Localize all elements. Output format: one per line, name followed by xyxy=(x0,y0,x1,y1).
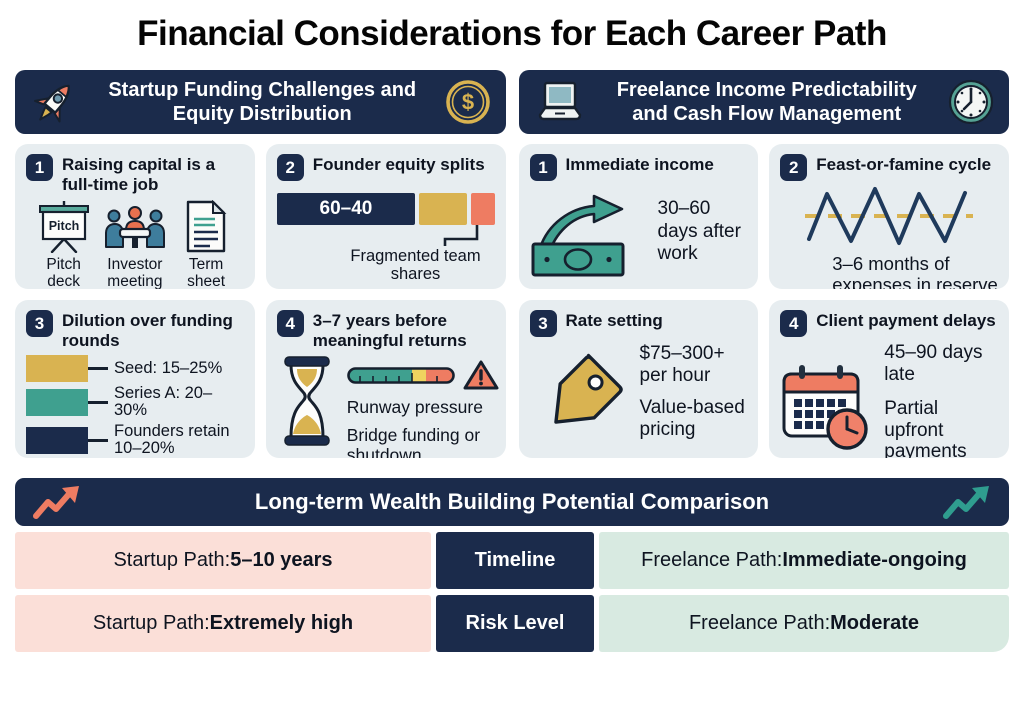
pitch-board-text: Pitch xyxy=(48,219,79,233)
investor-meeting-item: Investor meeting xyxy=(99,199,170,289)
card-note: Runway pressure xyxy=(346,397,483,418)
card-immediate-income: 1 Immediate income 30–60 days after wor xyxy=(518,144,759,289)
investor-meeting-icon xyxy=(99,199,170,253)
number-badge: 3 xyxy=(529,310,557,337)
card-title: Immediate income xyxy=(565,155,714,174)
dollar-coin-icon: $ xyxy=(444,78,492,126)
card-feast-famine: 2 Feast-or-famine cycle 3–6 months of ex… xyxy=(769,144,1009,289)
card-note: Bridge funding or shutdown xyxy=(346,425,481,458)
comparison-row-timeline: Startup Path: 5–10 years Timeline Freela… xyxy=(15,532,1009,589)
card-title: Feast-or-famine cycle xyxy=(816,155,992,174)
equity-segment-gold xyxy=(419,193,467,225)
dilution-blocks: Seed: 15–25% Series A: 20–30% Founders r… xyxy=(26,355,244,457)
tick-line xyxy=(88,400,108,404)
dilution-block-seed xyxy=(26,355,88,383)
number-badge: 2 xyxy=(780,154,808,181)
card-note: 30–60 days after work xyxy=(657,198,741,265)
trend-up-teal-icon xyxy=(941,482,993,522)
comparison-section: Long-term Wealth Building Potential Comp… xyxy=(15,478,1009,652)
svg-text:$: $ xyxy=(461,90,473,115)
card-note: 45–90 days late xyxy=(884,342,983,385)
runway-gauge xyxy=(346,366,455,384)
startup-banner-title: Startup Funding Challenges and Equity Di… xyxy=(108,78,417,125)
legend-label: Seed: 15–25% xyxy=(114,358,223,377)
timeline-label-cell: Timeline xyxy=(436,532,594,589)
page-title: Financial Considerations for Each Career… xyxy=(137,14,887,53)
equity-segment-coral xyxy=(470,193,495,225)
comparison-banner: Long-term Wealth Building Potential Comp… xyxy=(15,478,1009,526)
card-equity-splits: 2 Founder equity splits 60–40 Fragmented… xyxy=(265,144,506,289)
freelance-timeline-cell: Freelance Path: Immediate-ongoing xyxy=(599,532,1009,589)
term-sheet-icon xyxy=(171,199,242,253)
startup-section: Startup Funding Challenges and Equity Di… xyxy=(15,70,506,458)
card-note: Value-based pricing xyxy=(639,396,745,440)
laptop-icon xyxy=(533,80,587,124)
item-label: Term sheet xyxy=(187,256,226,289)
card-dilution: 3 Dilution over funding rounds Seed: 15–… xyxy=(15,300,255,458)
card-returns-timeline: 4 3–7 years before meaningful returns xyxy=(265,300,506,458)
card-rate-setting: 3 Rate setting $75–300+ per hour xyxy=(518,300,759,458)
tick-line xyxy=(88,367,108,371)
freelance-risk-cell: Freelance Path: Moderate xyxy=(599,595,1009,652)
dilution-block-founders xyxy=(26,426,88,454)
freelance-banner-title: Freelance Income Predictability and Cash… xyxy=(616,78,917,125)
money-arrow-icon xyxy=(530,186,650,278)
comparison-row-risk: Startup Path: Extremely high Risk Level … xyxy=(15,595,1009,652)
number-badge: 1 xyxy=(26,154,53,181)
legend-label: Series A: 20–30% xyxy=(114,384,213,420)
card-title: Rate setting xyxy=(565,311,663,330)
risk-label-cell: Risk Level xyxy=(436,595,594,652)
pitch-deck-icon: Pitch xyxy=(28,199,99,254)
card-title: Dilution over funding rounds xyxy=(62,311,233,350)
card-title: Client payment delays xyxy=(816,311,996,330)
number-badge: 1 xyxy=(529,154,557,181)
trend-up-coral-icon xyxy=(31,482,83,522)
clock-icon xyxy=(947,78,995,126)
equity-bar: 60–40 Fragmented team shares xyxy=(276,193,495,287)
calendar-clock-icon xyxy=(780,362,874,452)
pitch-deck-item: Pitch Pitch deck xyxy=(28,199,99,289)
card-title: Founder equity splits xyxy=(312,155,485,174)
card-payment-delays: 4 Client payment delays xyxy=(769,300,1009,458)
hourglass-icon xyxy=(277,355,337,447)
main-columns: Startup Funding Challenges and Equity Di… xyxy=(0,70,1024,458)
card-raising-capital: 1 Raising capital is a full-time job xyxy=(15,144,255,289)
card-note: $75–300+ per hour xyxy=(639,343,725,386)
number-badge: 2 xyxy=(276,154,304,181)
equity-annotation: Fragmented team shares xyxy=(350,247,481,284)
card-note: 3–6 months of expenses in reserve xyxy=(832,253,998,289)
number-badge: 3 xyxy=(26,310,53,337)
annotation-connector xyxy=(443,225,478,246)
equity-segment-founders: 60–40 xyxy=(276,193,416,225)
card-note: Partial upfront payments xyxy=(884,397,967,458)
freelance-banner: Freelance Income Predictability and Cash… xyxy=(518,70,1009,134)
term-sheet-item: Term sheet xyxy=(171,199,242,289)
startup-risk-cell: Startup Path: Extremely high xyxy=(15,595,431,652)
card-title: 3–7 years before meaningful returns xyxy=(312,311,467,350)
tick-line xyxy=(88,438,108,442)
dilution-block-series-a xyxy=(26,388,88,416)
income-zigzag-chart xyxy=(780,186,998,251)
number-badge: 4 xyxy=(780,310,808,337)
warning-icon xyxy=(463,359,499,391)
startup-timeline-cell: Startup Path: 5–10 years xyxy=(15,532,431,589)
comparison-title: Long-term Wealth Building Potential Comp… xyxy=(254,489,770,514)
rocket-icon xyxy=(29,76,81,128)
freelance-cards: 1 Immediate income 30–60 days after wor xyxy=(518,144,1009,458)
legend-label: Founders retain 10–20% xyxy=(114,421,230,458)
startup-banner: Startup Funding Challenges and Equity Di… xyxy=(15,70,506,134)
item-label: Pitch deck xyxy=(46,256,81,289)
price-tag-icon xyxy=(530,346,630,446)
freelance-section: Freelance Income Predictability and Cash… xyxy=(518,70,1009,458)
item-label: Investor meeting xyxy=(107,256,163,289)
card-title: Raising capital is a full-time job xyxy=(62,155,216,194)
number-badge: 4 xyxy=(276,310,304,337)
startup-cards: 1 Raising capital is a full-time job xyxy=(15,144,506,458)
